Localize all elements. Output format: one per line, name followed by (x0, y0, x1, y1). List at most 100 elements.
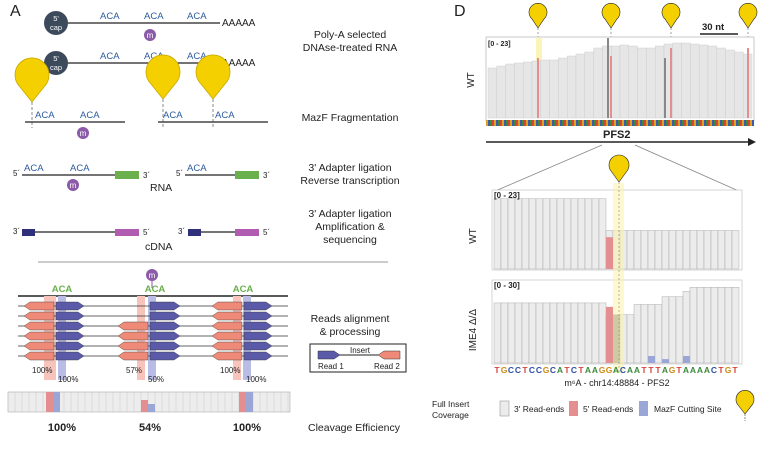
base-color (668, 120, 670, 126)
coverage-bar (493, 302, 502, 364)
base-color (736, 120, 738, 126)
base-color (560, 120, 562, 126)
cleavage-bar (46, 392, 53, 412)
base-color (622, 120, 624, 126)
cap-icon (44, 51, 68, 75)
base-color (744, 120, 746, 126)
base-color (624, 120, 626, 126)
coverage-bar (531, 60, 542, 119)
sequence-base: T (494, 365, 500, 375)
cap-label: cap (50, 63, 62, 72)
coverage-bar (675, 230, 684, 270)
coverage-bar (690, 43, 700, 119)
locus-label: m⁶A - chr14:48884 - PFS2 (564, 378, 669, 388)
coverage-bar (710, 230, 719, 270)
base-color (498, 120, 500, 126)
three-end-bar (606, 306, 613, 363)
base-color (660, 120, 662, 126)
sequence-base: G (725, 365, 732, 375)
sequence-base: A (592, 365, 598, 375)
coverage-bar (496, 65, 506, 119)
row1-rna: 5' cap ACA ACA ACA AAAAA m (44, 11, 256, 41)
panel-d-letter: D (454, 3, 466, 20)
step4-label: sequencing (323, 234, 377, 246)
base-color (706, 120, 708, 126)
cdna-adapter-right (235, 229, 259, 236)
base-color (664, 120, 666, 126)
coverage-bar (628, 45, 638, 119)
efficiency-value: 54% (139, 422, 161, 434)
cut-site-highlight (613, 183, 624, 373)
sequence-base: A (662, 365, 668, 375)
coverage-bar (682, 291, 691, 364)
coverage-bar (734, 51, 744, 119)
wt-label-top: WT (466, 72, 477, 88)
m6a-mark-label: m (149, 271, 156, 280)
read-end-bar (610, 56, 612, 118)
base-color (686, 120, 688, 126)
base-color (530, 120, 532, 126)
coverage-bar (563, 198, 572, 270)
coverage-bar (500, 198, 509, 270)
coverage-bar (514, 62, 524, 119)
sequence-base: T (578, 365, 584, 375)
step4-label: 3' Adapter ligation (308, 208, 391, 220)
legend-read1: Read 1 (318, 362, 344, 371)
read2-arrow (117, 351, 149, 361)
base-color (512, 120, 514, 126)
coverage-bar (556, 302, 565, 364)
coverage-bar (549, 302, 558, 364)
coverage-bar (731, 287, 740, 364)
read1-arrow (243, 331, 273, 341)
m6a-mark-label: m (147, 31, 154, 40)
read2-arrow (23, 301, 55, 311)
reads-alignment: m ACA ACA ACA 100% 100% 57% 50% 100% 100… (18, 269, 288, 384)
base-color (626, 120, 628, 126)
read1-arrow (55, 301, 85, 311)
base-color (738, 120, 740, 126)
aca-highlight: ACA (233, 284, 254, 295)
cleavage-bar (53, 392, 60, 412)
aca-highlight: ACA (52, 284, 73, 295)
base-color (564, 120, 566, 126)
base-color (732, 120, 734, 126)
legend-read1-icon (317, 350, 341, 360)
base-color (552, 120, 554, 126)
gene-arrow-head (748, 138, 756, 146)
sequence-base: T (564, 365, 570, 375)
sequence-base: C (550, 365, 556, 375)
base-color (504, 120, 506, 126)
top-coverage-track (487, 38, 753, 119)
zoom-line (634, 144, 742, 193)
read2-arrow (117, 341, 149, 351)
read-end-bar (664, 58, 666, 118)
read1-arrow (55, 311, 85, 321)
three-prime: 3´ (178, 227, 185, 236)
coverage-bar (717, 230, 726, 270)
coverage-bar (584, 198, 593, 270)
sequence-base: C (515, 365, 521, 375)
base-color (568, 120, 570, 126)
base-color (674, 120, 676, 126)
base-color (726, 120, 728, 126)
sequence-base: T (718, 365, 724, 375)
sequence-base: C (529, 365, 535, 375)
base-color (594, 120, 596, 126)
base-color (550, 120, 552, 126)
base-color (536, 120, 538, 126)
sequence-base: T (732, 365, 738, 375)
cap-label: 5' (53, 14, 59, 23)
coverage-bar (647, 230, 656, 270)
coverage-bar (542, 198, 551, 270)
coverage-bar (699, 44, 709, 119)
three-prime: 3´ (13, 227, 20, 236)
base-color (502, 120, 504, 126)
pct-left: 100% (32, 366, 52, 375)
aca-label: ACA (80, 110, 100, 121)
base-color (688, 120, 690, 126)
coverage-bar (654, 304, 663, 364)
five-end-bar (648, 355, 655, 363)
base-color (540, 120, 542, 126)
step3-label: Reverse transcription (300, 175, 399, 187)
sequence-base: A (585, 365, 591, 375)
